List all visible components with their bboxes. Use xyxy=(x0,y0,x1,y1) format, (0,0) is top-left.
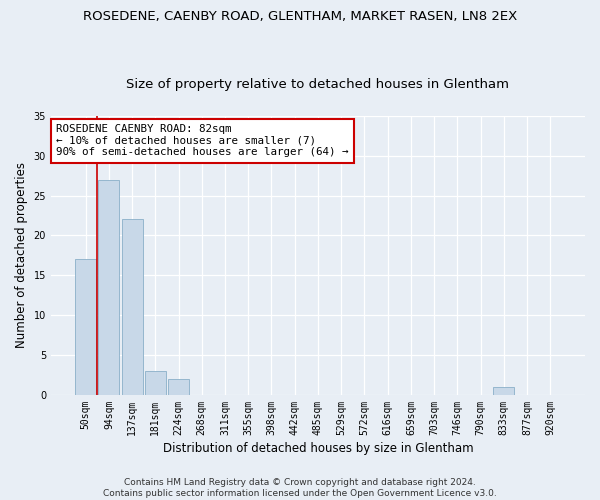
Bar xyxy=(145,371,166,395)
Bar xyxy=(168,379,189,395)
Text: ROSEDENE, CAENBY ROAD, GLENTHAM, MARKET RASEN, LN8 2EX: ROSEDENE, CAENBY ROAD, GLENTHAM, MARKET … xyxy=(83,10,517,23)
Bar xyxy=(98,180,119,395)
Bar xyxy=(122,220,143,395)
Bar xyxy=(75,260,96,395)
Text: ROSEDENE CAENBY ROAD: 82sqm
← 10% of detached houses are smaller (7)
90% of semi: ROSEDENE CAENBY ROAD: 82sqm ← 10% of det… xyxy=(56,124,349,158)
Bar xyxy=(493,387,514,395)
Text: Contains HM Land Registry data © Crown copyright and database right 2024.
Contai: Contains HM Land Registry data © Crown c… xyxy=(103,478,497,498)
X-axis label: Distribution of detached houses by size in Glentham: Distribution of detached houses by size … xyxy=(163,442,473,455)
Title: Size of property relative to detached houses in Glentham: Size of property relative to detached ho… xyxy=(127,78,509,91)
Y-axis label: Number of detached properties: Number of detached properties xyxy=(15,162,28,348)
